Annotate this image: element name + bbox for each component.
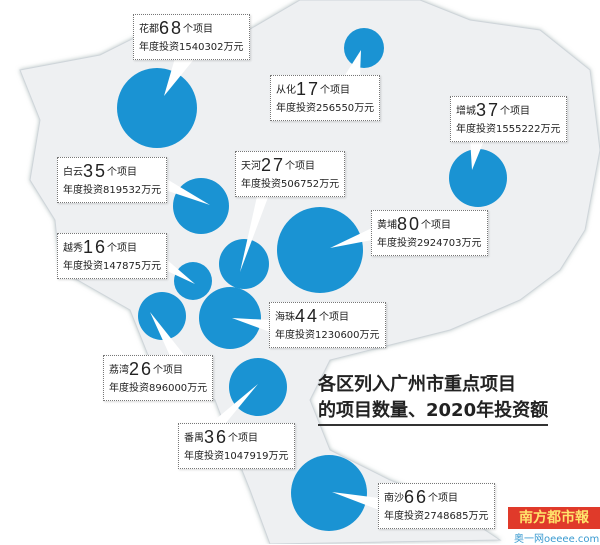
label-zengcheng: 增城37个项目 年度投资1555222万元 [450, 96, 567, 142]
map-title: 各区列入广州市重点项目 的项目数量、2020年投资额 [318, 372, 549, 426]
project-count: 27 [261, 155, 286, 175]
invest-value: 147875 [103, 261, 142, 272]
label-tianhe: 天河27个项目 年度投资506752万元 [235, 151, 346, 197]
label-conghua: 从化17个项目 年度投资256550万元 [270, 75, 381, 121]
invest-prefix: 年度投资 [276, 103, 316, 114]
invest-unit: 万元 [141, 185, 162, 196]
label-baiyun: 白云35个项目 年度投资819532万元 [57, 157, 168, 203]
bubble-huadu [117, 68, 197, 148]
district-name: 南沙 [384, 493, 404, 504]
project-count: 17 [296, 79, 321, 99]
project-count: 16 [83, 237, 108, 257]
invest-prefix: 年度投资 [63, 261, 103, 272]
title-line-1: 各区列入广州市重点项目 [318, 374, 516, 395]
label-yuexiu: 越秀16个项目 年度投资147875万元 [57, 233, 168, 279]
invest-unit: 万元 [540, 124, 561, 135]
invest-unit: 万元 [461, 238, 482, 249]
label-nansha: 南沙66个项目 年度投资2748685万元 [378, 483, 495, 529]
invest-value: 819532 [103, 185, 142, 196]
district-name: 番禺 [184, 433, 204, 444]
district-name: 海珠 [275, 312, 295, 323]
invest-unit: 万元 [141, 261, 162, 272]
project-count: 36 [204, 427, 229, 447]
invest-prefix: 年度投资 [275, 330, 315, 341]
bubble-liwan [138, 292, 186, 340]
invest-unit: 万元 [319, 179, 340, 190]
bubble-conghua [344, 28, 384, 68]
invest-prefix: 年度投资 [184, 451, 224, 462]
count-unit: 个项目 [228, 433, 259, 444]
invest-prefix: 年度投资 [456, 124, 496, 135]
district-name: 增城 [456, 106, 476, 117]
count-unit: 个项目 [320, 85, 351, 96]
invest-value: 2748685 [424, 511, 469, 522]
invest-unit: 万元 [354, 103, 375, 114]
invest-prefix: 年度投资 [384, 511, 424, 522]
invest-value: 1540302 [179, 42, 224, 53]
count-unit: 个项目 [421, 220, 452, 231]
district-name: 天河 [241, 161, 261, 172]
district-name: 花都 [139, 24, 159, 35]
count-unit: 个项目 [153, 365, 184, 376]
invest-prefix: 年度投资 [377, 238, 417, 249]
invest-prefix: 年度投资 [241, 179, 281, 190]
invest-unit: 万元 [187, 383, 208, 394]
label-huangpu: 黄埔80个项目 年度投资2924703万元 [371, 210, 488, 256]
district-name: 白云 [63, 167, 83, 178]
count-unit: 个项目 [107, 167, 138, 178]
invest-value: 256550 [316, 103, 355, 114]
invest-unit: 万元 [359, 330, 380, 341]
website-watermark: 奥一网oeeee.com [514, 534, 600, 545]
invest-unit: 万元 [223, 42, 244, 53]
bubble-zengcheng [449, 149, 507, 207]
count-unit: 个项目 [285, 161, 316, 172]
district-bubbles [117, 28, 507, 531]
invest-prefix: 年度投资 [139, 42, 179, 53]
label-panyu: 番禺36个项目 年度投资1047919万元 [178, 423, 295, 469]
pointer-wedges [150, 50, 485, 510]
district-name: 越秀 [63, 243, 83, 254]
label-liwan: 荔湾26个项目 年度投资896000万元 [103, 355, 214, 401]
bubble-nansha [291, 455, 367, 531]
title-line-2: 的项目数量、2020年投资额 [318, 398, 549, 426]
project-count: 68 [159, 18, 184, 38]
invest-value: 2924703 [417, 238, 462, 249]
bubble-haizhu [199, 287, 261, 349]
district-name: 从化 [276, 85, 296, 96]
bubble-baiyun [173, 178, 229, 234]
invest-value: 1047919 [224, 451, 269, 462]
district-name: 荔湾 [109, 365, 129, 376]
project-count: 35 [83, 161, 108, 181]
project-count: 26 [129, 359, 154, 379]
bubble-yuexiu [174, 262, 212, 300]
invest-value: 1230600 [315, 330, 360, 341]
invest-prefix: 年度投资 [109, 383, 149, 394]
label-huadu: 花都68个项目 年度投资1540302万元 [133, 14, 250, 60]
invest-prefix: 年度投资 [63, 185, 103, 196]
label-haizhu: 海珠44个项目 年度投资1230600万元 [269, 302, 386, 348]
count-unit: 个项目 [183, 24, 214, 35]
count-unit: 个项目 [500, 106, 531, 117]
project-count: 80 [397, 214, 422, 234]
invest-value: 896000 [149, 383, 188, 394]
count-unit: 个项目 [428, 493, 459, 504]
project-count: 37 [476, 100, 501, 120]
invest-value: 506752 [281, 179, 320, 190]
project-count: 44 [295, 306, 320, 326]
project-count: 66 [404, 487, 429, 507]
count-unit: 个项目 [107, 243, 138, 254]
invest-value: 1555222 [496, 124, 541, 135]
newspaper-logo: 南方都市報 [508, 507, 600, 529]
invest-unit: 万元 [468, 511, 489, 522]
district-name: 黄埔 [377, 220, 397, 231]
bubble-huangpu [277, 207, 363, 293]
invest-unit: 万元 [268, 451, 289, 462]
count-unit: 个项目 [319, 312, 350, 323]
bubble-tianhe [219, 239, 269, 289]
